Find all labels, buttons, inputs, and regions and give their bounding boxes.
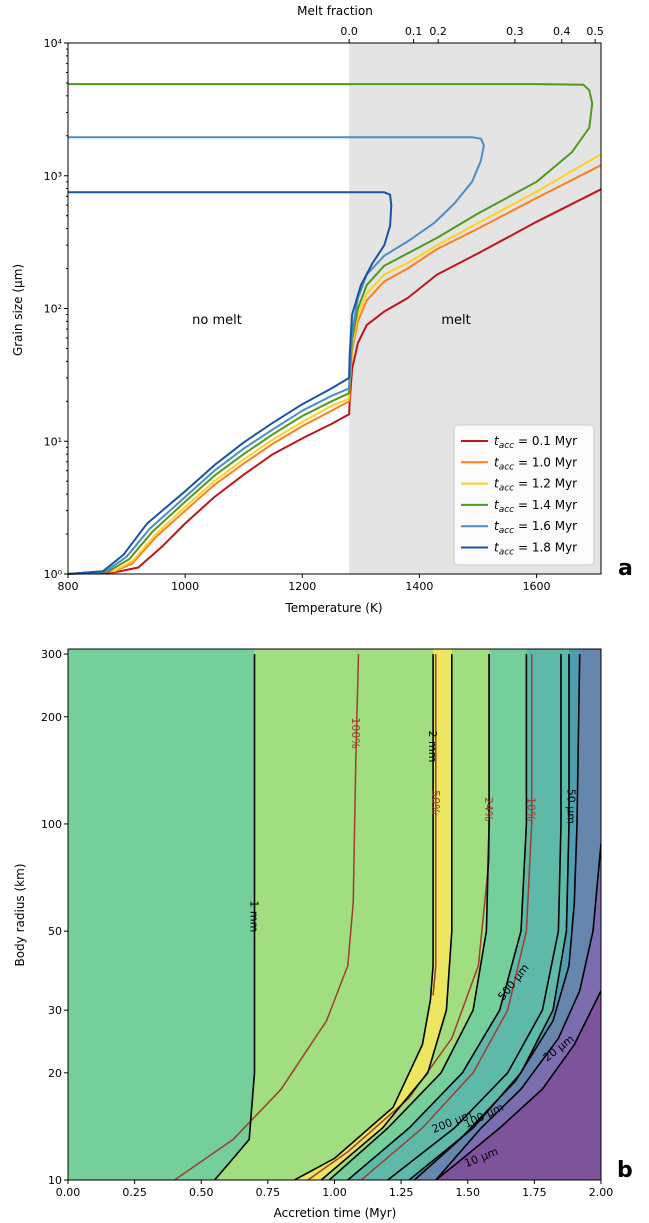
svg-text:24%: 24% (482, 797, 495, 821)
y-axis-label-b: Body radius (km) (13, 863, 27, 966)
y-tick-label: 10⁰ (44, 568, 63, 581)
panel-a: 800 1000 1200 1400 1600 10⁰ 10¹ 10² 10³ 10⁴ 0.0 0.1… (11, 4, 633, 615)
y-tick-label: 10² (44, 303, 62, 316)
x-axis-label-b: Accretion time (Myr) (274, 1206, 397, 1220)
panel-a-axes: 800 1000 1200 1400 1600 10⁰ 10¹ 10² 10³ 10⁴ 0.0 0.1… (44, 25, 604, 593)
x-tick-label: 1.50 (456, 1186, 481, 1199)
series-line-0 (67, 188, 602, 575)
melt-contour (360, 654, 533, 1180)
svg-text:10%: 10% (525, 797, 538, 821)
melt-contour (174, 654, 360, 1180)
x-axis-label: Temperature (K) (284, 601, 382, 615)
panel-b-axes: 0.00 0.25 0.50 0.75 1.00 1.25 1.50 1.75 2.00 10 20… (41, 648, 613, 1199)
no-melt-label: no melt (192, 313, 242, 328)
x-tick-label: 0.25 (122, 1186, 147, 1199)
legend-entry: tacc = 1.4 Myr (494, 498, 577, 515)
panel-letter-a: a (618, 556, 633, 581)
legend: tacc = 0.1 Myr tacc = 1.0 Myr tacc = 1.2 M… (453, 424, 595, 566)
top-tick-label: 0.5 (586, 25, 604, 38)
band-fill (433, 649, 450, 1001)
contour-label: 100% (349, 717, 362, 748)
x-tick-label: 1.75 (522, 1186, 547, 1199)
x-tick-label: 1600 (523, 580, 551, 593)
x-tick-label: 1000 (171, 580, 199, 593)
legend-entry: tacc = 0.1 Myr (494, 434, 577, 451)
grain-contour (387, 654, 562, 1180)
svg-text:50 μm: 50 μm (565, 789, 578, 824)
contour-label: 2 mm (426, 731, 439, 763)
series-line-1 (67, 164, 602, 575)
svg-text:50%: 50% (429, 790, 442, 814)
grain-contour (320, 654, 453, 1180)
svg-text:1 mm: 1 mm (248, 900, 261, 932)
grain-size-series (67, 83, 602, 575)
x-tick-label: 1400 (405, 580, 433, 593)
panel-letter-b: b (617, 1158, 633, 1183)
top-tick-label: 0.4 (553, 25, 571, 38)
contour-label: 50% (429, 790, 442, 814)
y-tick-label: 10⁴ (44, 37, 63, 50)
y-axis-label: Grain size (μm) (11, 264, 25, 356)
grain-contour (408, 654, 570, 1180)
top-tick-label: 0.1 (405, 25, 423, 38)
series-line-3 (67, 83, 594, 575)
melt-label: melt (441, 313, 470, 328)
band-fill (68, 649, 255, 1180)
y-tick-label: 20 (48, 1067, 62, 1080)
y-tick-label: 100 (41, 818, 62, 831)
top-tick-label: 0.2 (429, 25, 447, 38)
y-tick-label: 30 (48, 1004, 62, 1017)
x-tick-label: 0.75 (256, 1186, 281, 1199)
legend-entry: tacc = 1.0 Myr (494, 455, 577, 472)
y-tick-label: 200 (41, 711, 62, 724)
x-tick-label: 800 (58, 580, 79, 593)
top-tick-label: 0.0 (340, 25, 358, 38)
legend-entry: tacc = 1.8 Myr (494, 541, 577, 558)
contour-label: 24% (482, 797, 495, 821)
grain-contour (435, 843, 601, 1180)
contour-label: 10% (525, 797, 538, 821)
y-tick-label: 10 (48, 1174, 62, 1187)
legend-entry: tacc = 1.2 Myr (494, 477, 577, 494)
series-line-2 (67, 153, 602, 575)
x-tick-label: 0.50 (189, 1186, 214, 1199)
y-tick-label: 10¹ (44, 435, 62, 448)
y-tick-label: 50 (48, 925, 62, 938)
svg-text:100%: 100% (349, 717, 362, 748)
x-tick-label: 0.00 (56, 1186, 81, 1199)
grain-contour (347, 654, 528, 1180)
x-tick-label: 2.00 (589, 1186, 614, 1199)
grain-contour (413, 654, 581, 1180)
melt-contour (307, 654, 490, 1180)
x-tick-label: 1.25 (389, 1186, 414, 1199)
y-tick-label: 10³ (44, 170, 62, 183)
grain-contour (294, 654, 434, 1180)
grain-contour (435, 990, 601, 1180)
contour-label: 1 mm (248, 900, 261, 932)
x-tick-label: 1.00 (322, 1186, 347, 1199)
top-tick-label: 0.3 (506, 25, 524, 38)
legend-box (453, 424, 595, 566)
grain-contour (328, 654, 490, 1180)
series-line-5 (67, 191, 393, 575)
legend-entry: tacc = 1.6 Myr (494, 519, 577, 536)
svg-text:2 mm: 2 mm (426, 731, 439, 763)
top-axis-label: Melt fraction (297, 4, 373, 18)
melt-contour (432, 654, 437, 996)
x-tick-label: 1200 (288, 580, 316, 593)
series-line-4 (67, 136, 485, 575)
y-tick-label: 300 (41, 648, 62, 661)
contour-lines (174, 654, 601, 1180)
grain-contour (213, 654, 256, 1180)
contour-label: 50 μm (565, 789, 578, 824)
